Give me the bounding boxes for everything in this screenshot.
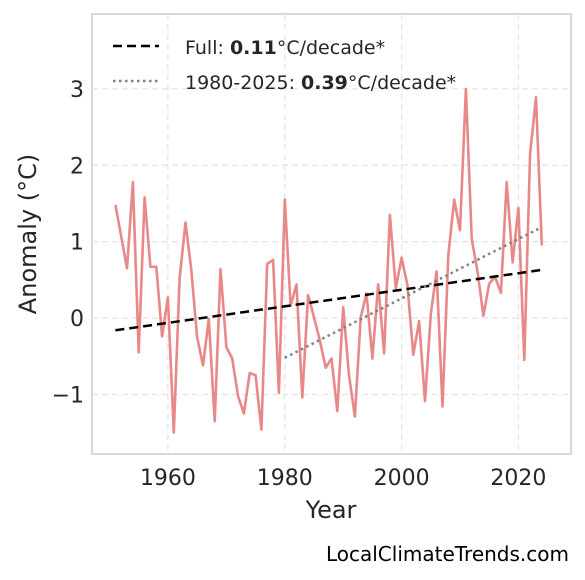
x-tick-label: 2020 — [490, 466, 546, 491]
tick-labels: −1 0 1 2 3 1960 1980 2000 2020 — [52, 78, 547, 491]
x-tick-label: 2000 — [374, 466, 430, 491]
legend: Full: 0.11°C/decade* 1980-2025: 0.39°C/d… — [113, 37, 456, 94]
legend-entry-recent: 1980-2025: 0.39°C/decade* — [185, 72, 456, 94]
y-tick-label: −1 — [52, 383, 84, 408]
watermark: LocalClimateTrends.com — [326, 542, 569, 566]
y-tick-label: 3 — [70, 78, 84, 103]
x-axis-title: Year — [305, 496, 357, 524]
y-axis-title: Anomaly (°C) — [14, 154, 42, 314]
data-series — [114, 87, 544, 434]
y-tick-label: 1 — [70, 231, 84, 256]
x-tick-label: 1960 — [140, 466, 196, 491]
y-tick-label: 0 — [70, 307, 84, 332]
x-tick-label: 1980 — [257, 466, 313, 491]
legend-entry-full: Full: 0.11°C/decade* — [185, 37, 385, 59]
y-tick-label: 2 — [70, 154, 84, 179]
series-line-trend-full — [115, 268, 542, 332]
series-line-trend-1980-2025 — [284, 225, 543, 359]
series-line-annual-anomaly — [114, 87, 544, 434]
